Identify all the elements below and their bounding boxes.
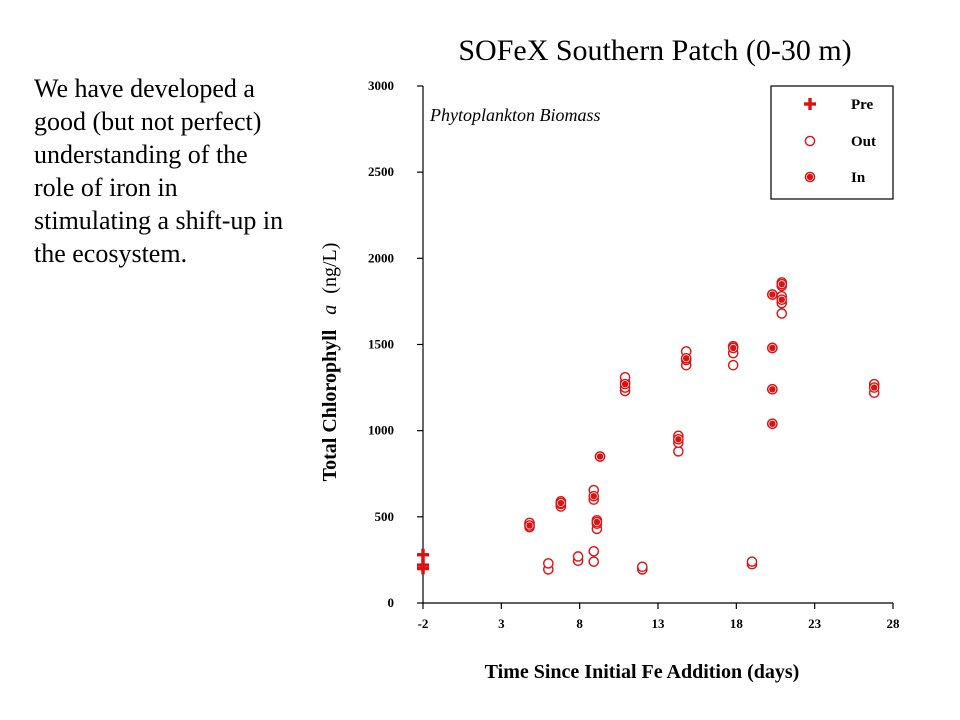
- point-out: [588, 556, 600, 567]
- marker-dot: [557, 499, 565, 507]
- point-in: [555, 497, 567, 509]
- y-axis-title: Total Chlorophyll a (ng/L): [319, 243, 341, 482]
- marker-dot: [871, 384, 878, 391]
- marker-dot: [621, 380, 629, 388]
- marker-dot: [593, 518, 601, 526]
- point-out: [776, 308, 788, 319]
- y-tick-label: 1500: [368, 337, 394, 352]
- point-in: [588, 490, 600, 502]
- side-text: We have developed a good (but not perfec…: [34, 74, 284, 268]
- point-in: [673, 433, 684, 445]
- data-points: [417, 277, 880, 575]
- point-pre: [417, 548, 429, 561]
- axis-ticks: -2 3 8 13 18 23 28 0 500 1000 1500 2000 2500 3000: [368, 78, 900, 631]
- marker-dot: [590, 492, 597, 500]
- point-out: [572, 551, 584, 562]
- point-in: [524, 520, 535, 531]
- marker-dot: [675, 436, 682, 443]
- legend-marker-pre: [804, 98, 816, 110]
- point-in: [776, 294, 788, 305]
- point-pre: [417, 562, 429, 575]
- cross-bar: [808, 98, 812, 110]
- series-out: [524, 277, 880, 575]
- marker-dot: [730, 344, 737, 352]
- legend-label-in: In: [851, 170, 866, 186]
- marker-dot: [769, 420, 776, 427]
- x-tick-label: 28: [887, 616, 901, 631]
- legend-label-out: Out: [851, 134, 876, 150]
- chart-title: SOFeX Southern Patch (0-30 m): [458, 34, 851, 67]
- y-tick-label: 0: [388, 595, 395, 610]
- point-in: [776, 278, 788, 290]
- marker-dot: [769, 386, 776, 393]
- point-in: [767, 289, 778, 300]
- x-tick-label: 3: [498, 616, 505, 631]
- point-out: [673, 446, 684, 457]
- legend-box: [770, 85, 894, 200]
- y-tick-label: 2500: [368, 164, 394, 179]
- point-in: [594, 451, 606, 462]
- y-tick-label: 1000: [368, 423, 394, 438]
- x-tick-label: -2: [418, 616, 429, 631]
- point-out: [727, 359, 739, 371]
- legend: Pre Out In: [770, 85, 894, 200]
- legend-label-pre: Pre: [851, 97, 874, 113]
- marker-dot: [683, 355, 690, 362]
- point-out: [588, 546, 600, 557]
- marker-dot: [806, 173, 814, 181]
- point-out: [543, 558, 554, 569]
- y-tick-label: 3000: [368, 78, 394, 93]
- y-axis-title-main: Total Chlorophyll: [319, 329, 341, 481]
- point-in: [767, 418, 778, 430]
- point-out: [637, 561, 648, 573]
- point-in: [767, 384, 778, 395]
- point-in: [619, 378, 631, 390]
- marker-dot: [526, 522, 533, 529]
- point-in: [591, 516, 603, 528]
- x-tick-label: 13: [652, 616, 666, 631]
- annotation: Phytoplankton Biomass: [429, 105, 600, 125]
- cross-bar: [421, 562, 425, 575]
- x-tick-label: 23: [808, 616, 822, 631]
- marker-dot: [778, 280, 785, 288]
- point-out: [746, 556, 758, 567]
- y-axis-title-unit: (ng/L): [319, 243, 341, 294]
- series-pre: [417, 548, 429, 575]
- marker-dot: [596, 453, 604, 460]
- y-tick-label: 2000: [368, 250, 394, 265]
- y-tick-label: 500: [375, 509, 395, 524]
- point-in: [868, 382, 880, 393]
- cross-bar: [421, 548, 425, 561]
- marker-dot: [769, 344, 776, 352]
- marker-dot: [778, 296, 785, 303]
- x-tick-label: 8: [576, 616, 583, 631]
- y-axis-title-italic: a: [319, 305, 341, 315]
- point-in: [680, 352, 692, 364]
- series-in: [524, 278, 880, 531]
- x-tick-label: 18: [730, 616, 744, 631]
- point-in: [767, 342, 778, 354]
- legend-marker-in: [804, 171, 816, 183]
- legend-marker-out: [804, 135, 816, 147]
- point-in: [727, 342, 739, 354]
- marker-dot: [769, 291, 776, 298]
- x-axis-title: Time Since Initial Fe Addition (days): [485, 661, 800, 683]
